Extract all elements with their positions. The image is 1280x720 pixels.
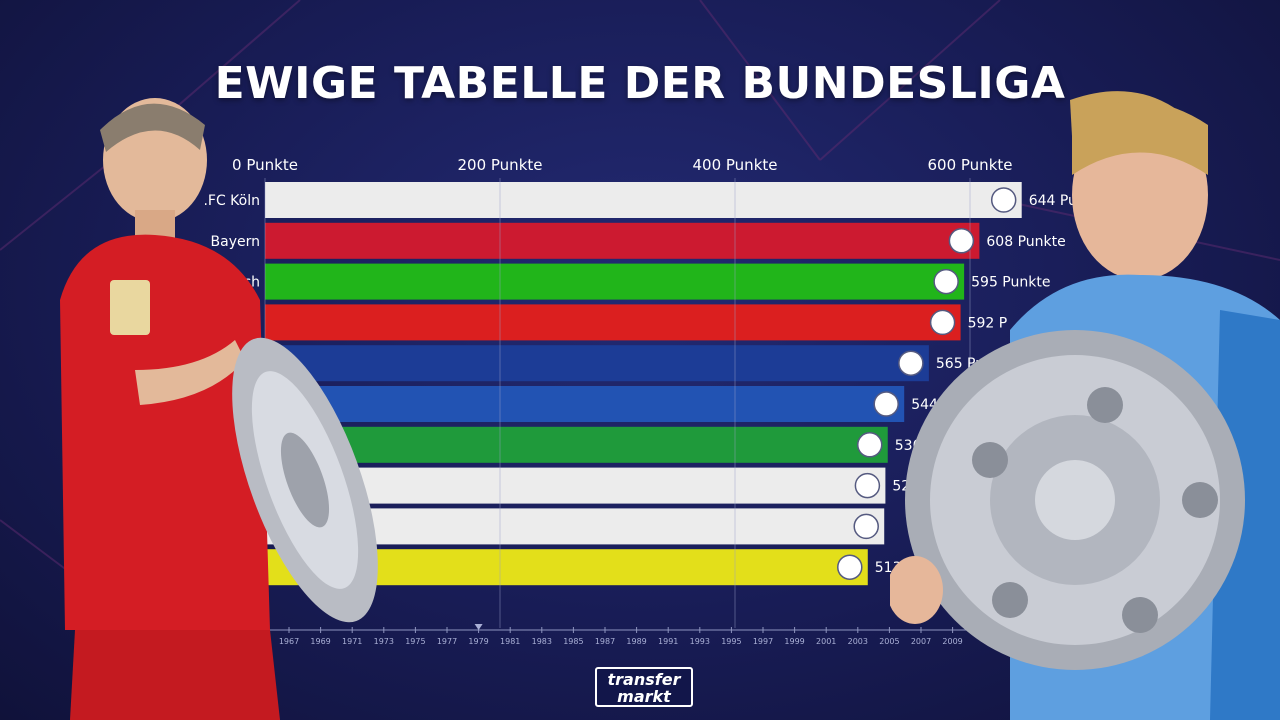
x-tick-label: 400 Punkte [693, 156, 778, 174]
timeline-year-label: 1989 [626, 637, 646, 646]
bar-category-label: .FC Köln [203, 193, 260, 209]
timeline-year-label: 1971 [342, 637, 362, 646]
bar-value-label: 644 Pun [1029, 193, 1086, 209]
x-tick-label: 0 Punkte [232, 156, 298, 174]
bar-4 [265, 304, 961, 341]
timeline-year-label: 1995 [721, 637, 741, 646]
schalke-crest-icon [873, 391, 899, 417]
timeline-year-label: 1967 [279, 637, 299, 646]
bar-8 [265, 467, 886, 504]
bar-5 [265, 345, 929, 382]
timeline-year-label: 2007 [911, 637, 931, 646]
timeline-year-label: 1973 [374, 637, 394, 646]
timeline-marker-icon [474, 624, 483, 630]
bar-3 [265, 263, 965, 300]
timeline-year-label: 1999 [784, 637, 804, 646]
transfermarkt-logo: transfer markt [595, 667, 693, 707]
gladbach-crest-icon [933, 268, 959, 295]
msv-crest-icon [854, 472, 881, 499]
timeline-year-label: 1977 [437, 637, 457, 646]
timeline-year-label: 1979 [468, 637, 488, 646]
bar-6 [265, 386, 905, 422]
bayern-crest-icon [948, 228, 975, 254]
bar-7 [265, 426, 888, 463]
timeline-year-label: 2001 [816, 637, 836, 646]
timeline-year-label: 1993 [690, 637, 710, 646]
timeline-year-label: 1985 [563, 637, 583, 646]
koeln-crest-icon [990, 187, 1017, 213]
logo-line-2: markt [617, 687, 671, 706]
werder-crest-icon [857, 432, 883, 458]
frankfurt-crest-icon [929, 309, 956, 336]
timeline-year-label: 2005 [879, 637, 899, 646]
bar-value-label: 608 Punkte [986, 234, 1065, 250]
timeline-year-label: 1975 [405, 637, 425, 646]
timeline-year-label: 1969 [310, 637, 330, 646]
bar-category-label: Bayern [211, 234, 260, 250]
x-tick-label: 600 Punkte [928, 156, 1013, 174]
player-left-illustration [60, 98, 378, 720]
logo-line-1: transfer [607, 670, 681, 689]
player-right-illustration [890, 91, 1280, 720]
bar-value-label: 595 Punkte [971, 275, 1050, 291]
x-tick-label: 200 Punkte [458, 156, 543, 174]
hsv-crest-icon [898, 350, 924, 376]
timeline-year-label: 1983 [532, 637, 552, 646]
timeline-year-label: 2003 [848, 637, 868, 646]
fck-crest-icon [853, 513, 879, 540]
timeline-year-label: 1991 [658, 637, 678, 646]
timeline-year-label: 1997 [753, 637, 773, 646]
timeline-year-label: 1987 [595, 637, 615, 646]
page-title: EWIGE TABELLE DER BUNDESLIGA [214, 58, 1066, 109]
bar-1 [265, 182, 1022, 218]
bar-2 [265, 222, 980, 259]
bar-value-label: 592 P [968, 315, 1008, 331]
braunschweig-crest-icon [837, 554, 863, 580]
timeline-year-label: 1981 [500, 637, 520, 646]
timeline-year-label: 2009 [942, 637, 962, 646]
